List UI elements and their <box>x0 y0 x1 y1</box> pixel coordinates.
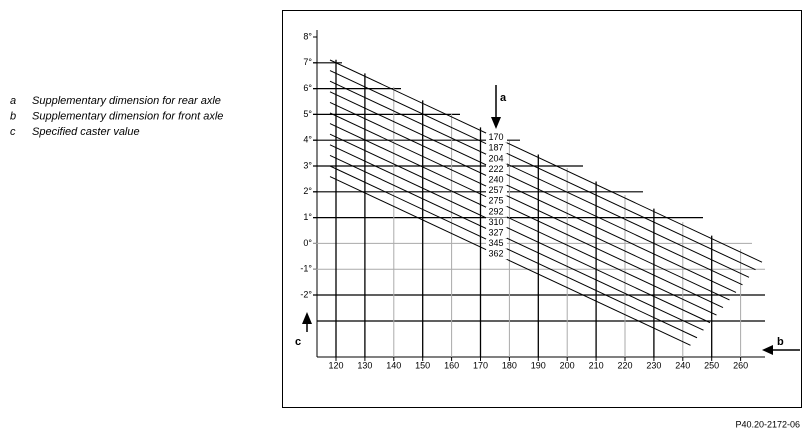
x-tick-label: 200 <box>560 360 575 370</box>
label-bg <box>486 196 507 207</box>
diagonal-line <box>329 59 763 263</box>
x-tick-label: 170 <box>473 360 488 370</box>
x-tick-label: 140 <box>386 360 401 370</box>
y-tick-label: -1° <box>300 264 312 274</box>
x-tick-label: 240 <box>675 360 690 370</box>
diagonal-line <box>329 144 711 324</box>
y-tick-label: 8° <box>303 31 312 41</box>
label-bg <box>486 153 507 164</box>
label-bg <box>486 175 507 186</box>
y-tick-label: 0° <box>303 238 312 248</box>
frame <box>282 10 802 408</box>
x-tick-label: 260 <box>733 360 748 370</box>
diagonal-line <box>329 80 750 278</box>
y-tick-label: 4° <box>303 135 312 145</box>
line-label: 170 <box>488 132 503 142</box>
line-label: 187 <box>488 143 503 153</box>
diagonal-line <box>329 165 698 339</box>
y-tick-label: 5° <box>303 109 312 119</box>
legend-key: a <box>10 95 16 107</box>
line-label: 310 <box>488 217 503 227</box>
legend-key: c <box>10 126 16 138</box>
x-tick-label: 120 <box>328 360 343 370</box>
y-tick-label: 3° <box>303 160 312 170</box>
arrow-c-label: c <box>295 336 301 348</box>
label-bg <box>486 206 507 217</box>
y-tick-label: 6° <box>303 83 312 93</box>
arrow-b-label: b <box>777 336 784 348</box>
label-bg <box>486 249 507 260</box>
y-tick-label: -2° <box>300 289 312 299</box>
line-label: 204 <box>488 153 503 163</box>
label-bg <box>486 238 507 249</box>
arrow-a-label: a <box>500 92 507 104</box>
diagonal-line <box>329 91 743 286</box>
x-tick-label: 130 <box>357 360 372 370</box>
label-bg <box>486 185 507 196</box>
x-tick-label: 180 <box>502 360 517 370</box>
x-tick-label: 160 <box>444 360 459 370</box>
line-label: 275 <box>488 196 503 206</box>
diagonal-line <box>329 123 724 308</box>
diagonal-line <box>329 176 691 346</box>
legend-text: Specified caster value <box>32 126 140 138</box>
label-bg <box>486 217 507 228</box>
label-bg <box>486 164 507 175</box>
y-tick-label: 7° <box>303 57 312 67</box>
line-label: 257 <box>488 185 503 195</box>
arrow-b-head <box>762 345 773 355</box>
legend-text: Supplementary dimension for front axle <box>32 110 223 122</box>
line-label: 327 <box>488 227 503 237</box>
line-label: 222 <box>488 164 503 174</box>
diagonal-line <box>329 112 730 301</box>
diagonal-line <box>329 70 756 271</box>
arrow-a-head <box>491 117 501 129</box>
diagonal-line <box>329 101 737 293</box>
arrow-c-head <box>302 312 312 324</box>
legend-key: b <box>10 110 16 122</box>
x-tick-label: 150 <box>415 360 430 370</box>
x-tick-label: 220 <box>617 360 632 370</box>
x-tick-label: 210 <box>589 360 604 370</box>
legend-text: Supplementary dimension for rear axle <box>32 95 221 107</box>
label-bg <box>486 143 507 154</box>
line-label: 240 <box>488 174 503 184</box>
x-tick-label: 250 <box>704 360 719 370</box>
figure-code: P40.20-2172-06 <box>735 419 800 429</box>
x-tick-label: 190 <box>531 360 546 370</box>
x-tick-label: 230 <box>646 360 661 370</box>
y-tick-label: 1° <box>303 212 312 222</box>
diagonal-line <box>329 133 717 316</box>
label-bg <box>486 132 507 143</box>
line-label: 362 <box>488 249 503 259</box>
diagonal-line <box>329 154 704 331</box>
line-label: 292 <box>488 206 503 216</box>
line-label: 345 <box>488 238 503 248</box>
y-tick-label: 2° <box>303 186 312 196</box>
label-bg <box>486 228 507 239</box>
